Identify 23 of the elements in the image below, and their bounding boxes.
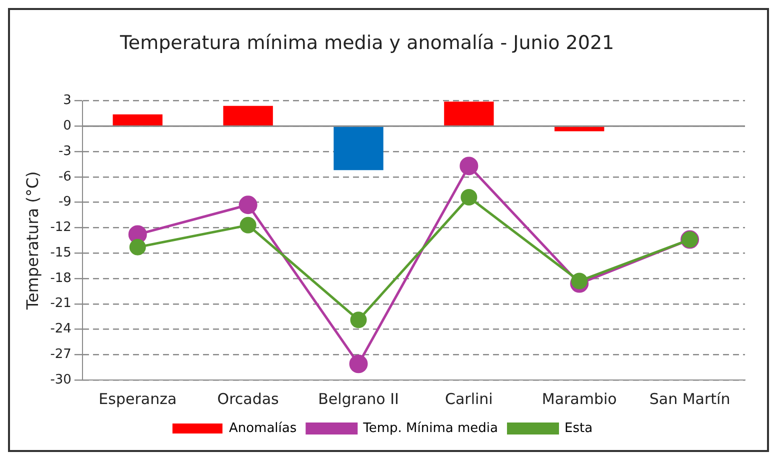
legend-label: Esta: [564, 420, 593, 436]
y-tick-label: -27: [50, 346, 72, 362]
x-tick-label: San Martín: [649, 390, 730, 408]
x-tick-label: Belgrano II: [318, 390, 399, 408]
y-tick-label: -6: [58, 169, 72, 184]
x-tick-label: Orcadas: [217, 390, 280, 408]
y-tick-label: -9: [58, 194, 72, 210]
y-tick-label: -15: [50, 245, 72, 260]
y-tick-label: -18: [50, 270, 72, 286]
x-tick-label: Esperanza: [98, 390, 177, 408]
x-tick-label: Carlini: [445, 390, 493, 408]
legend-label: Temp. Mínima media: [362, 420, 498, 436]
y-tick-label: 0: [63, 118, 72, 134]
legend-label: Anomalías: [228, 420, 297, 436]
y-axis-title: Temperatura (°C): [22, 171, 42, 311]
y-tick-label: -30: [50, 372, 72, 388]
y-tick-label: -21: [50, 296, 72, 312]
y-tick-label: -3: [58, 144, 72, 159]
y-tick-label: -12: [50, 220, 72, 236]
y-tick-label: 3: [63, 93, 72, 108]
chart-title: Temperatura mínima media y anomalía - Junio 2021: [120, 32, 614, 54]
x-tick-label: Marambio: [542, 390, 617, 408]
y-tick-label: -24: [50, 322, 72, 337]
